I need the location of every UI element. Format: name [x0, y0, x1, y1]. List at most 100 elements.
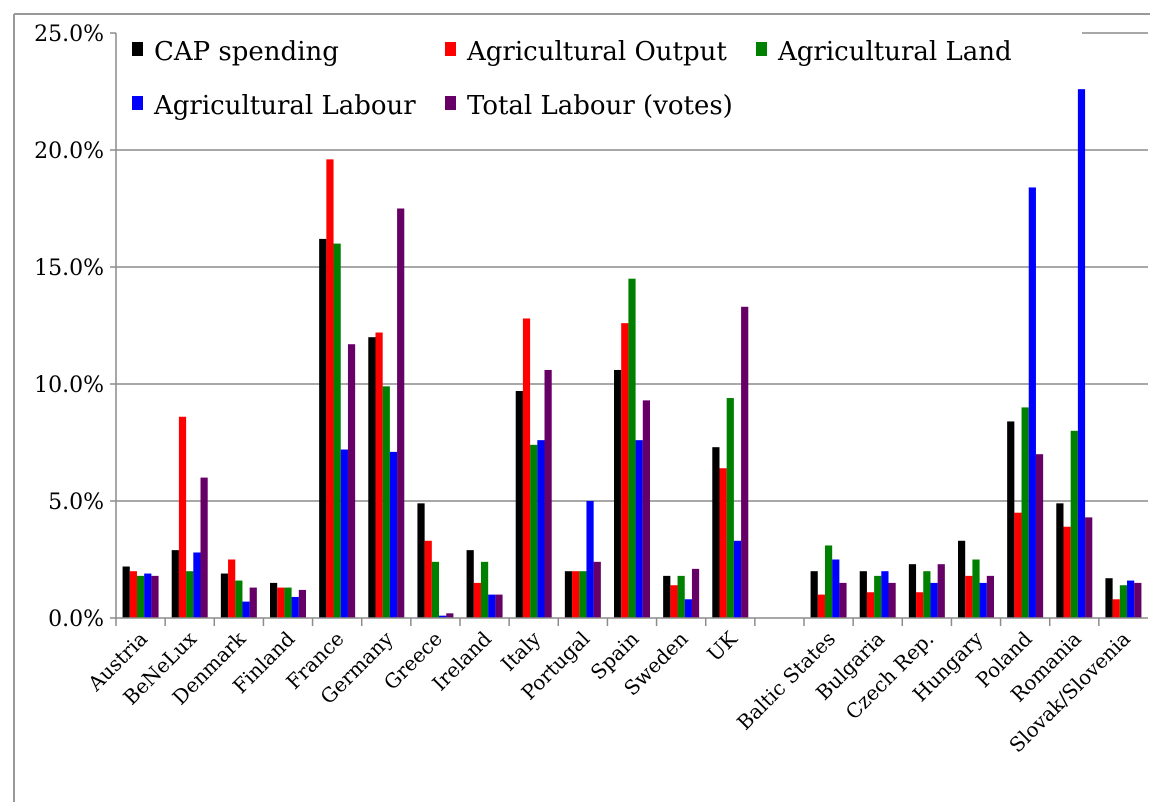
bar	[1063, 526, 1071, 618]
bar	[439, 615, 447, 618]
bar	[726, 398, 734, 618]
bar	[691, 568, 700, 618]
bar	[1028, 187, 1036, 618]
legend-label: Agricultural Labour	[153, 91, 416, 121]
bar	[193, 552, 201, 618]
bar	[277, 587, 285, 618]
bar	[291, 596, 299, 618]
bar	[916, 592, 924, 618]
bar	[144, 573, 152, 618]
bar	[1134, 582, 1142, 618]
bar	[431, 561, 440, 618]
bar	[1077, 89, 1086, 618]
bar	[270, 582, 278, 618]
bar	[965, 575, 973, 618]
bar	[347, 344, 356, 618]
bar	[621, 323, 629, 618]
bar	[564, 571, 573, 618]
legend-swatch	[132, 96, 143, 110]
bar	[930, 582, 938, 618]
bar	[832, 559, 840, 618]
bar	[579, 571, 587, 618]
bar	[319, 238, 327, 619]
bar	[178, 416, 187, 618]
bar	[298, 589, 306, 618]
bar	[544, 369, 552, 618]
legend-label: Total Labour (votes)	[467, 91, 733, 121]
bar	[1056, 503, 1064, 618]
bar	[677, 575, 685, 618]
bar	[712, 447, 720, 618]
bar	[129, 571, 137, 618]
x-tick-label: UK	[702, 626, 742, 666]
bar	[397, 208, 405, 618]
bar	[670, 585, 678, 618]
bar	[888, 582, 896, 618]
bar	[958, 540, 966, 618]
bar	[326, 159, 334, 619]
bar	[741, 306, 749, 618]
legend-swatch	[445, 96, 456, 110]
bar	[684, 599, 692, 618]
bar	[136, 575, 145, 618]
bar	[473, 582, 481, 618]
y-tick-label: 15.0%	[34, 256, 104, 281]
bar	[368, 337, 376, 618]
bar	[986, 575, 994, 618]
bar	[908, 564, 917, 618]
bar	[866, 592, 875, 618]
bar	[1085, 517, 1093, 618]
bar	[333, 243, 341, 618]
bar	[586, 501, 594, 618]
bar	[859, 571, 867, 618]
bar	[242, 601, 250, 618]
bar	[220, 573, 229, 618]
bar	[1014, 512, 1022, 618]
bar	[171, 550, 179, 618]
y-tick-label: 0.0%	[48, 607, 104, 632]
bar	[1112, 599, 1120, 618]
bar	[635, 440, 643, 618]
bar	[874, 575, 882, 618]
legend-label: Agricultural Output	[466, 37, 727, 67]
bar	[249, 587, 257, 618]
bar	[1007, 421, 1015, 618]
bar	[614, 369, 622, 618]
bar	[839, 582, 847, 618]
bar	[972, 559, 980, 618]
bar	[228, 559, 236, 618]
legend-swatch	[445, 42, 456, 56]
bar	[488, 594, 496, 618]
y-tick-label: 5.0%	[48, 490, 104, 515]
bar	[537, 440, 545, 618]
bar	[340, 449, 348, 618]
bar	[719, 468, 727, 618]
bar	[1105, 578, 1113, 618]
bar	[200, 477, 208, 618]
legend-swatch	[132, 42, 143, 56]
bar	[284, 587, 292, 618]
bar	[522, 318, 531, 618]
bar	[979, 582, 987, 618]
y-tick-label: 10.0%	[34, 373, 104, 398]
bar	[572, 571, 580, 618]
legend-label: CAP spending	[154, 37, 339, 67]
bar	[923, 571, 931, 618]
bar	[530, 444, 538, 618]
bar	[424, 540, 432, 618]
bar	[466, 550, 474, 618]
bar	[593, 561, 601, 618]
bar	[733, 540, 742, 618]
bar	[151, 575, 159, 618]
y-tick-label: 25.0%	[34, 22, 104, 47]
bar	[642, 400, 650, 618]
bar	[824, 545, 833, 618]
bar	[235, 580, 243, 618]
bar	[1021, 407, 1029, 618]
bar	[1127, 580, 1135, 618]
bar	[1119, 585, 1128, 618]
bar	[480, 561, 489, 618]
bar	[389, 451, 398, 618]
